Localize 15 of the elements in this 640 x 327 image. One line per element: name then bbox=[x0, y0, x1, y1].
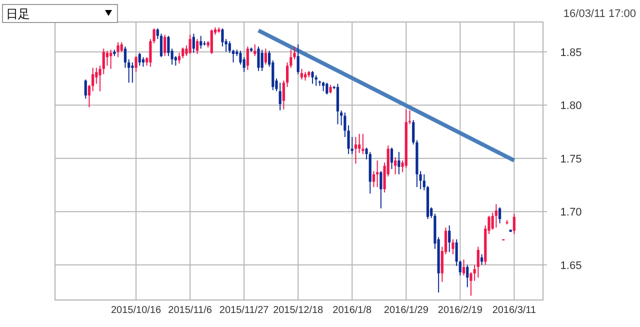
x-tick-label: 2016/3/11 bbox=[492, 305, 536, 316]
text: 16/03/11 17:00 bbox=[563, 8, 636, 20]
y-tick-label: 1.75 bbox=[560, 153, 582, 166]
y-tick-label: 1.80 bbox=[560, 100, 582, 112]
x-tick-label: 2015/11/27 bbox=[219, 305, 270, 316]
selector: 日足 bbox=[2, 4, 118, 23]
x-tick-label: 2016/1/29 bbox=[384, 305, 429, 316]
x-tick-label: 2015/10/16 bbox=[111, 305, 162, 316]
x-tick-label: 2015/11/6 bbox=[168, 305, 212, 316]
y-tick-label: 1.70 bbox=[560, 206, 582, 219]
x-tick-label: 2016/2/19 bbox=[438, 305, 483, 316]
x-tick-label: 2016/1/8 bbox=[332, 305, 372, 316]
x-tick-label: 2015/12/18 bbox=[273, 305, 324, 316]
y-tick-label: 1.65 bbox=[560, 260, 582, 272]
y-tick-label: 1.85 bbox=[560, 46, 582, 59]
